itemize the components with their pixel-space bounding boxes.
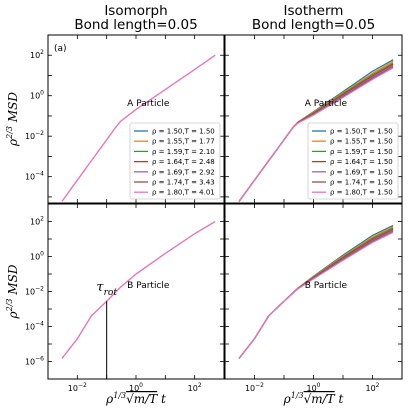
panel-tag: (a) [54, 44, 67, 54]
particle-annotation: B Particle [305, 281, 348, 291]
legend-box [307, 122, 399, 200]
y-tick-label: 10−4 [25, 321, 44, 332]
legend-entry: ρ = 1.59,T = 1.50 [330, 148, 393, 156]
series-line-3 [238, 228, 394, 359]
y-tick-label: 10−2 [25, 286, 44, 297]
y-tick-label: 102 [30, 49, 44, 60]
panel-title: Isomorph [104, 3, 167, 19]
x-tick-label: 100 [306, 382, 320, 393]
particle-annotation: B Particle [127, 281, 170, 291]
tau-rot-label: τrot [96, 280, 117, 298]
x-axis-label: ρ1/3√m/T t [283, 391, 344, 406]
panel-title: Bond length=0.05 [252, 17, 375, 33]
series-line-0 [61, 220, 216, 359]
legend: ρ = 1.50,T = 1.50 ρ = 1.55,T = 1.50 ρ = 1.… [307, 122, 399, 200]
particle-annotation: A Particle [127, 99, 170, 109]
legend-box [129, 122, 221, 200]
panel-title: Isotherm [284, 3, 344, 19]
legend-entry: ρ = 1.55,T = 1.50 [330, 138, 393, 146]
x-tick-label: 100 [129, 382, 143, 393]
legend-entry: ρ = 1.80,T = 1.50 [330, 189, 393, 197]
y-tick-label: 10−4 [25, 171, 44, 182]
y-tick-label: 102 [30, 216, 44, 227]
legend-entry: ρ = 1.64,T = 1.50 [330, 158, 393, 166]
y-tick-label: 10−2 [25, 130, 44, 141]
series-line-4 [238, 229, 394, 359]
series-line-1 [238, 226, 394, 359]
legend-entry: ρ = 1.74,T = 3.43 [152, 179, 215, 187]
series-line-6 [238, 231, 394, 359]
x-axis-label: ρ1/3√m/T t [105, 391, 166, 406]
panel-bottom-right: 10−2 100 102 B Particle ρ1/3√m/T t [224, 203, 403, 406]
x-tick-label: 10−2 [245, 382, 264, 393]
series-line-5 [238, 230, 394, 359]
legend-entry: ρ = 1.50,T = 1.50 [330, 128, 393, 136]
series-line-0 [238, 224, 394, 359]
y-tick-label: 100 [30, 90, 44, 101]
series-line-2 [238, 227, 394, 359]
axes-frame [224, 203, 403, 380]
series-line-6 [238, 67, 394, 202]
legend-entry: ρ = 1.59,T = 2.10 [152, 148, 215, 156]
y-tick-label: 10−6 [25, 356, 44, 367]
y-tick-label: 100 [30, 251, 44, 262]
legend-entry: ρ = 1.55,T = 1.77 [152, 138, 215, 146]
particle-annotation: A Particle [305, 99, 348, 109]
series-line-0 [61, 54, 216, 202]
legend-entry: ρ = 1.80,T = 4.01 [152, 189, 215, 197]
legend-entry: ρ = 1.50,T = 1.50 [152, 128, 215, 136]
y-axis-label: ρ2/3 MSD [5, 92, 20, 147]
x-tick-label: 102 [365, 382, 379, 393]
y-axis-label: ρ2/3 MSD [5, 264, 20, 319]
axes-frame [47, 203, 225, 380]
panel-title: Bond length=0.05 [74, 17, 197, 33]
legend-entry: ρ = 1.64,T = 2.48 [152, 158, 215, 166]
legend: ρ = 1.50,T = 1.50 ρ = 1.55,T = 1.77 ρ = 1.… [129, 122, 221, 200]
panel-bottom-left: 10−6 10−4 10−2 100 102 10−2 100 102 B Particle τr… [5, 203, 225, 406]
x-tick-label: 102 [188, 382, 202, 393]
x-tick-label: 10−2 [68, 382, 87, 393]
legend-entry: ρ = 1.69,T = 1.50 [330, 168, 393, 176]
legend-entry: ρ = 1.69,T = 2.92 [152, 168, 215, 176]
legend-entry: ρ = 1.74,T = 1.50 [330, 179, 393, 187]
